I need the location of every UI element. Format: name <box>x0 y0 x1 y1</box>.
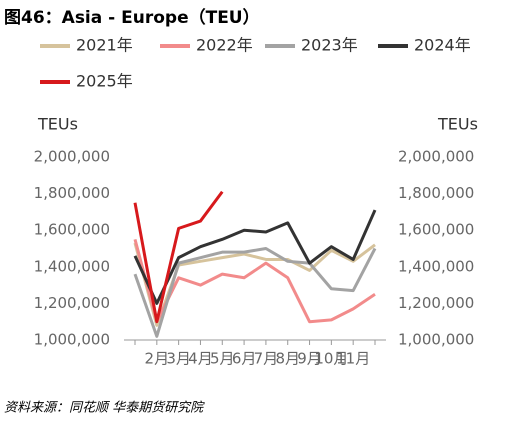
y-tick-label: 1,200,000 <box>34 294 110 312</box>
series-line <box>133 238 376 324</box>
x-tick-label: 5月 <box>210 350 235 368</box>
series-line <box>133 190 224 324</box>
x-tick-label: 4月 <box>188 350 213 368</box>
x-tick-label: 8月 <box>275 350 300 368</box>
legend-label: 2021年 <box>76 36 133 55</box>
y2-tick-label: 2,000,000 <box>398 148 474 166</box>
y2-axis-label: TEUs <box>437 115 478 134</box>
series-line <box>133 247 377 338</box>
series-line <box>133 209 377 305</box>
y-tick-label: 1,600,000 <box>34 221 110 239</box>
chart-title: 图46：Asia - Europe（TEU） <box>4 7 260 28</box>
x-tick-label: 10月 <box>314 350 348 368</box>
y-axis-label: TEUs <box>37 115 78 134</box>
legend-label: 2022年 <box>196 36 253 55</box>
x-tick-label: 9月 <box>297 350 322 368</box>
x-tick-label: 7月 <box>254 350 279 368</box>
legend-label: 2023年 <box>301 36 358 55</box>
legend-label: 2024年 <box>414 36 471 55</box>
y2-tick-label: 1,000,000 <box>398 331 474 349</box>
y-tick-label: 2,000,000 <box>34 148 110 166</box>
legend-label: 2025年 <box>76 72 133 91</box>
y2-tick-label: 1,400,000 <box>398 257 474 275</box>
y2-tick-label: 1,200,000 <box>398 294 474 312</box>
y2-tick-label: 1,600,000 <box>398 221 474 239</box>
y2-tick-label: 1,800,000 <box>398 184 474 202</box>
x-tick-label: 2月 <box>145 350 170 368</box>
source: 资料来源：同花顺 华泰期货研究院 <box>4 400 205 416</box>
x-tick-label: 11月 <box>336 350 370 368</box>
y-tick-label: 1,800,000 <box>34 184 110 202</box>
y-tick-label: 1,400,000 <box>34 257 110 275</box>
y-tick-label: 1,000,000 <box>34 331 110 349</box>
x-tick-label: 6月 <box>232 350 257 368</box>
x-tick-label: 3月 <box>166 350 191 368</box>
